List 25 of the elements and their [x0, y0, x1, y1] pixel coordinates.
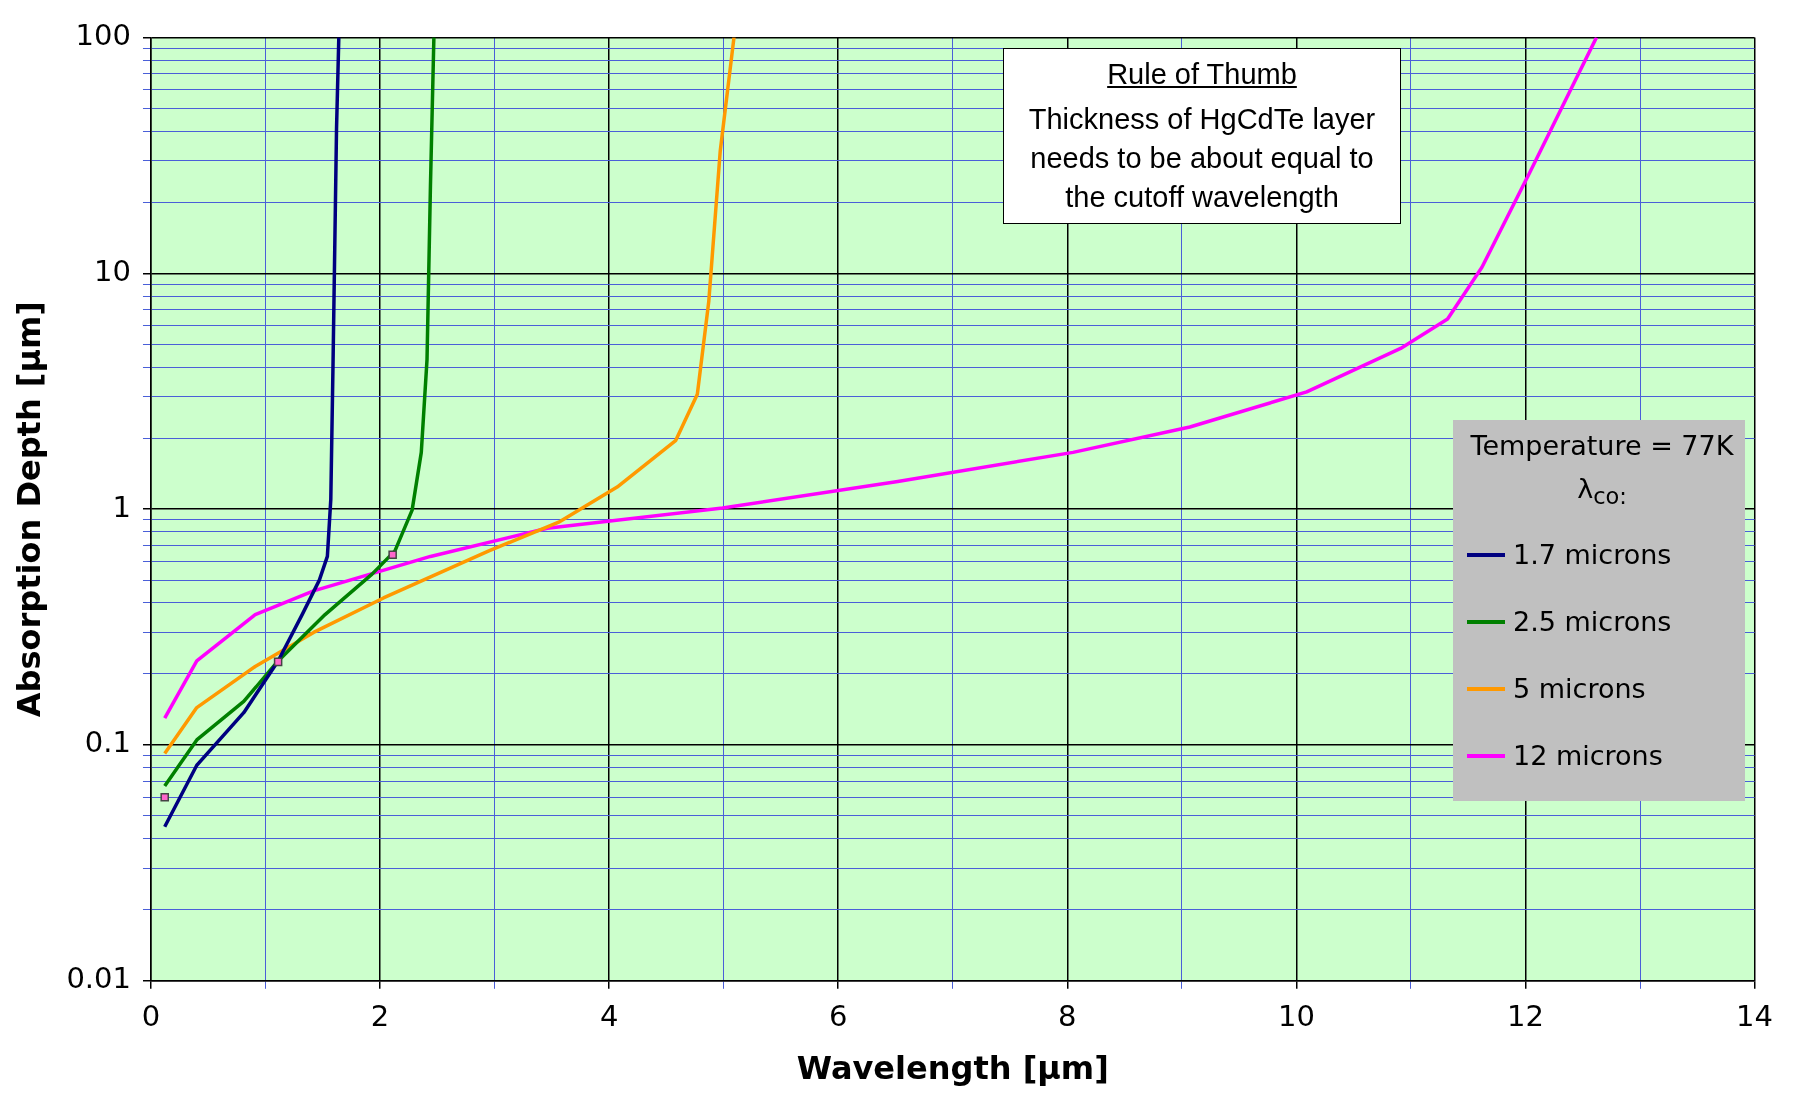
annotation: Thickness of HgCdTe layer needs to be about equal to the cutoff wavelength — [1027, 102, 1377, 215]
legend-label: 5 microns — [1513, 673, 1646, 705]
legend-label: 1.7 microns — [1513, 539, 1672, 571]
y-tick-label: 1 — [112, 489, 131, 524]
legend-title: Temperature = 77K λ$_{co:}$ — [1469, 430, 1735, 510]
x-tick-label: 6 — [828, 998, 848, 1033]
legend-label: 2.5 microns — [1513, 606, 1672, 638]
x-tick-label: 0 — [141, 998, 161, 1033]
point — [388, 550, 397, 560]
x-axis-title: Wavelength [µm] — [796, 1049, 1109, 1088]
point — [160, 792, 169, 802]
y-tick-label: 0.1 — [84, 725, 131, 760]
x-tick-label: 10 — [1277, 998, 1315, 1033]
x-tick-label: 4 — [599, 998, 619, 1033]
y-tick-label: 10 — [94, 253, 131, 288]
y-axis-title: Absorption Depth [µm] — [9, 301, 48, 718]
y-tick-label: 0.01 — [66, 961, 131, 996]
point — [273, 657, 283, 667]
x-tick-label: 8 — [1058, 998, 1077, 1033]
y-tick-label: 100 — [75, 17, 131, 52]
legend-label: 12 microns — [1513, 740, 1663, 772]
x-tick-label: 12 — [1507, 998, 1544, 1033]
annotation: Rule of Thumb — [1106, 57, 1298, 92]
x-tick-label: 2 — [370, 998, 390, 1033]
x-tick-label: 14 — [1736, 998, 1773, 1033]
